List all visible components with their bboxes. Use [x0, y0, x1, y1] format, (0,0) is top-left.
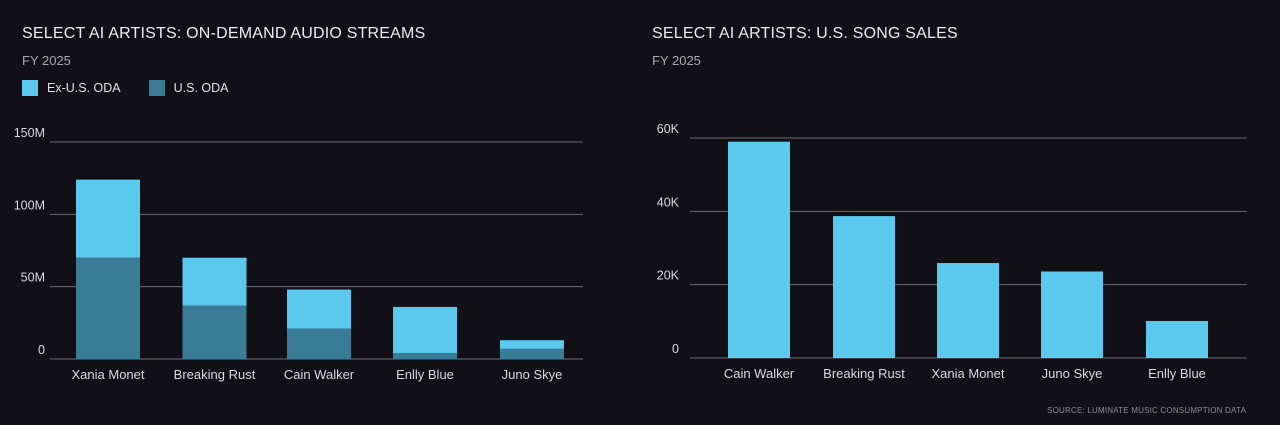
right-bar-breaking-rust — [833, 216, 895, 358]
left-chart-legend: Ex-U.S. ODA U.S. ODA — [22, 80, 257, 96]
left-ytick-label: 0 — [38, 343, 45, 357]
legend-label-ex-us: Ex-U.S. ODA — [47, 81, 121, 95]
right-bar-juno-skye — [1041, 271, 1103, 358]
right-ytick-label: 60K — [657, 122, 680, 136]
right-xtick-label: Cain Walker — [724, 366, 795, 381]
left-xtick-label: Cain Walker — [284, 367, 355, 382]
right-ytick-label: 0 — [672, 342, 679, 356]
right-bar-enlly-blue — [1146, 320, 1208, 358]
left-bar-ex-us-xania-monet — [76, 179, 140, 258]
right-ytick-label: 20K — [657, 269, 680, 283]
right-bar-cain-walker — [728, 141, 790, 358]
right-ytick-label: 40K — [657, 195, 680, 209]
left-ytick-label: 100M — [14, 198, 45, 212]
left-bar-ex-us-enlly-blue — [393, 306, 457, 354]
right-chart-title: SELECT AI ARTISTS: U.S. SONG SALES — [652, 25, 958, 42]
left-bar-ex-us-juno-skye — [500, 340, 564, 349]
left-bar-us-xania-monet — [76, 257, 140, 359]
right-xtick-label: Xania Monet — [932, 366, 1005, 381]
legend-swatch-ex-us — [22, 80, 38, 96]
source-note: SOURCE: LUMINATE MUSIC CONSUMPTION DATA — [1047, 406, 1246, 415]
right-bar-xania-monet — [937, 263, 999, 358]
left-bar-us-cain-walker — [287, 328, 351, 359]
left-bar-us-enlly-blue — [393, 353, 457, 359]
left-xtick-label: Enlly Blue — [396, 367, 454, 382]
left-xtick-label: Breaking Rust — [174, 367, 256, 382]
left-xtick-label: Juno Skye — [502, 367, 563, 382]
right-xtick-label: Breaking Rust — [823, 366, 905, 381]
left-bar-us-breaking-rust — [182, 305, 247, 359]
right-xtick-label: Enlly Blue — [1148, 366, 1206, 381]
legend-item-ex-us: Ex-U.S. ODA — [22, 80, 121, 96]
legend-item-us: U.S. ODA — [148, 80, 229, 96]
left-bar-us-juno-skye — [500, 348, 564, 359]
right-xtick-label: Juno Skye — [1042, 366, 1103, 381]
left-ytick-label: 150M — [14, 126, 45, 140]
left-bar-ex-us-breaking-rust — [182, 257, 247, 306]
left-bar-ex-us-cain-walker — [287, 289, 351, 329]
left-chart-subtitle: FY 2025 — [22, 53, 71, 68]
left-ytick-label: 50M — [21, 271, 45, 285]
left-xtick-label: Xania Monet — [72, 367, 145, 382]
left-chart-title: SELECT AI ARTISTS: ON-DEMAND AUDIO STREA… — [22, 25, 426, 42]
legend-swatch-us — [148, 80, 165, 96]
right-chart-subtitle: FY 2025 — [652, 53, 701, 68]
legend-label-us: U.S. ODA — [173, 81, 229, 95]
